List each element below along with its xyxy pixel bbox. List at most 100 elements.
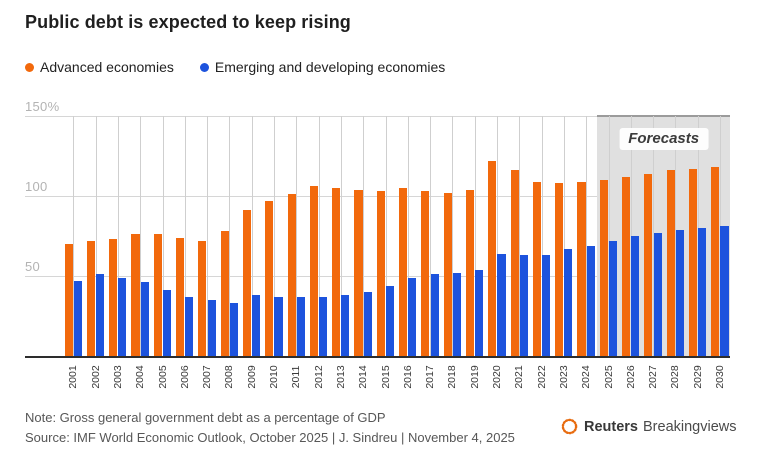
bar-emerging-2005 (162, 290, 172, 356)
y-axis-label: 50 (25, 259, 41, 274)
x-axis-label-2020: 2020 (491, 365, 503, 389)
bar-emerging-2011 (296, 296, 305, 356)
forecast-region (597, 115, 730, 356)
bar-advanced-2020 (488, 160, 497, 356)
x-gridline (296, 116, 298, 356)
x-gridline (474, 116, 476, 356)
x-axis-label-2017: 2017 (424, 365, 437, 389)
legend-dot-icon (25, 62, 34, 72)
x-gridline (363, 116, 365, 356)
x-gridline (586, 116, 588, 356)
bar-advanced-2027 (644, 173, 653, 356)
x-axis-label-2013: 2013 (334, 365, 347, 389)
x-axis-label-2016: 2016 (401, 365, 414, 389)
x-gridline (340, 116, 342, 356)
x-axis-label-2015: 2015 (379, 365, 392, 389)
bar-emerging-2009 (252, 295, 261, 356)
x-axis-label-2023: 2023 (557, 365, 570, 389)
x-gridline (541, 116, 543, 356)
x-axis-label-2024: 2024 (580, 365, 593, 389)
bar-advanced-2016 (399, 188, 408, 356)
bar-emerging-2006 (185, 296, 194, 356)
x-axis-label-2002: 2002 (89, 365, 102, 389)
bar-advanced-2014 (354, 189, 363, 356)
x-gridline (251, 116, 253, 356)
x-axis-label-2005: 2005 (156, 365, 169, 389)
bar-emerging-2029 (698, 228, 707, 356)
bar-emerging-2007 (207, 300, 216, 356)
bar-advanced-2005 (153, 234, 162, 356)
bar-emerging-2001 (73, 280, 82, 356)
x-axis-label-2011: 2011 (290, 365, 303, 389)
bar-advanced-2011 (287, 194, 296, 356)
bar-advanced-2017 (421, 191, 430, 356)
x-gridline (95, 116, 97, 356)
bar-emerging-2026 (631, 236, 640, 356)
logo-suffix: Breakingviews (643, 418, 737, 435)
x-axis-label-2014: 2014 (357, 365, 370, 389)
note-text: Note: Gross general government debt as a… (25, 410, 386, 425)
bar-emerging-2014 (363, 292, 372, 356)
reuters-logo: Reuters Breakingviews (561, 418, 737, 435)
bar-emerging-2027 (653, 232, 662, 356)
x-gridline (229, 116, 231, 356)
x-gridline (452, 116, 454, 356)
bar-advanced-2024 (577, 181, 586, 356)
bar-emerging-2008 (229, 303, 238, 356)
legend-item: Emerging and developing economies (199, 59, 445, 75)
x-axis-label-2007: 2007 (201, 365, 214, 389)
bar-advanced-2008 (220, 231, 229, 356)
x-axis-label-2022: 2022 (535, 365, 548, 389)
x-gridline (497, 116, 498, 356)
bar-emerging-2020 (497, 253, 506, 356)
x-axis-label-2001: 2001 (67, 365, 80, 389)
x-axis-label-2028: 2028 (669, 365, 682, 389)
bar-emerging-2030 (720, 226, 729, 356)
bar-emerging-2004 (140, 282, 149, 356)
x-axis-label-2026: 2026 (624, 365, 637, 389)
x-axis-label-2008: 2008 (223, 365, 236, 389)
logo-brand: Reuters (584, 418, 638, 435)
bar-emerging-2013 (341, 295, 350, 356)
bar-advanced-2025 (599, 180, 608, 356)
x-axis-label-2004: 2004 (134, 365, 147, 389)
bar-advanced-2015 (376, 191, 385, 356)
x-gridline (162, 116, 164, 356)
chart-title: Public debt is expected to keep rising (25, 12, 351, 32)
x-gridline (407, 116, 409, 356)
bar-advanced-2028 (666, 170, 675, 356)
bar-advanced-2023 (555, 183, 564, 356)
x-axis-label-2030: 2030 (714, 365, 726, 389)
y-axis-label: 150% (25, 99, 60, 114)
bar-advanced-2019 (465, 189, 475, 356)
bar-advanced-2029 (688, 168, 698, 356)
bar-emerging-2015 (385, 285, 395, 356)
x-gridline (274, 116, 275, 356)
x-gridline (519, 116, 521, 356)
bar-advanced-2010 (265, 200, 274, 356)
bar-emerging-2003 (118, 277, 127, 356)
x-gridline (184, 116, 186, 356)
bar-advanced-2002 (86, 240, 95, 356)
bar-advanced-2007 (198, 240, 207, 356)
bar-advanced-2022 (532, 181, 541, 356)
x-gridline (608, 116, 610, 356)
bar-advanced-2012 (309, 186, 318, 356)
y-gridline (25, 116, 730, 117)
bar-emerging-2023 (564, 248, 573, 356)
bar-emerging-2028 (675, 229, 684, 356)
x-axis-label-2012: 2012 (312, 365, 325, 389)
x-gridline (117, 116, 119, 356)
bar-advanced-2001 (64, 244, 73, 356)
bar-advanced-2003 (109, 239, 118, 356)
x-gridline (430, 116, 432, 356)
x-axis-label-2025: 2025 (602, 365, 615, 389)
bar-advanced-2026 (622, 176, 631, 356)
bar-advanced-2009 (242, 210, 252, 356)
x-gridline (563, 116, 565, 356)
x-axis-label-2018: 2018 (446, 365, 459, 389)
x-axis-label-2027: 2027 (647, 365, 660, 389)
bar-emerging-2012 (319, 296, 328, 356)
